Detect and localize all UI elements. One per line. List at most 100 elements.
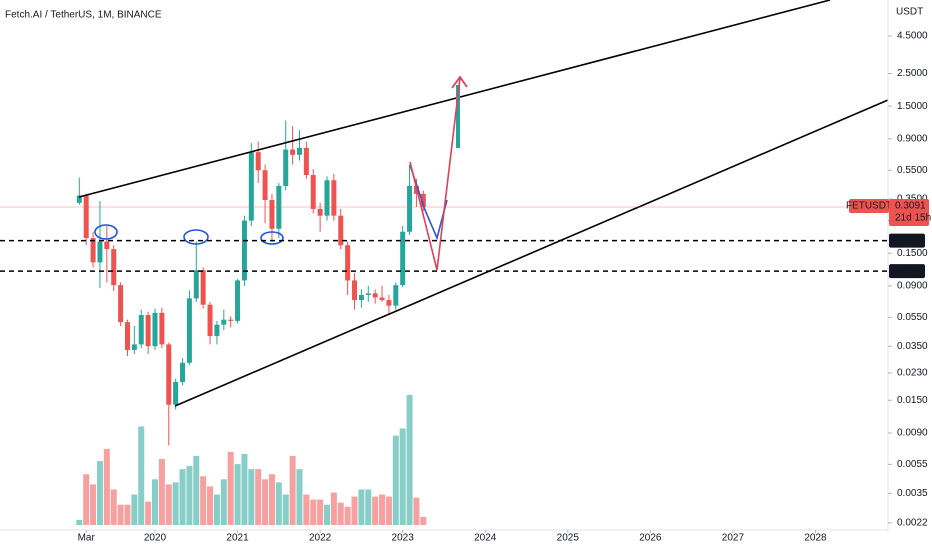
circle-marker xyxy=(260,231,284,245)
candle-body xyxy=(379,297,385,301)
x-tick-label: 2025 xyxy=(557,533,580,544)
volume-bar xyxy=(76,519,83,525)
candle-body xyxy=(83,195,89,239)
candle-body xyxy=(76,195,82,203)
volume-bar xyxy=(83,474,90,525)
volume-bar xyxy=(145,501,152,525)
candle-body xyxy=(111,249,117,286)
volume-bar xyxy=(262,479,269,525)
volume-bar xyxy=(152,479,158,525)
volume-bar xyxy=(207,486,214,525)
candle-body xyxy=(283,149,289,186)
x-tick-label: 2028 xyxy=(804,533,827,544)
candle-body xyxy=(290,149,296,155)
volume-bar xyxy=(248,469,255,525)
projection-path xyxy=(409,164,448,241)
candle-body xyxy=(400,231,406,286)
x-tick-label: 2021 xyxy=(226,533,249,544)
volume-bar xyxy=(365,489,372,525)
volume-bar xyxy=(275,482,282,525)
volume-bar xyxy=(392,435,399,525)
candle-body xyxy=(138,315,144,345)
volume-layer xyxy=(76,395,427,525)
y-tick-label: 4.5000 xyxy=(897,31,928,42)
volume-bar xyxy=(399,428,406,525)
candle-body xyxy=(420,193,426,208)
x-tick-label: 2023 xyxy=(392,533,415,544)
countdown-label: 21d 15h xyxy=(895,213,931,224)
volume-bar xyxy=(131,494,138,525)
axis-layer: 4.50002.50001.50000.90000.55000.35000.25… xyxy=(0,31,931,544)
candle-body xyxy=(118,285,124,323)
drawings xyxy=(78,0,889,407)
candle-body xyxy=(166,344,172,405)
candle-body xyxy=(365,293,371,295)
candle-body xyxy=(269,200,275,229)
x-tick-label: 2027 xyxy=(722,533,745,544)
candle-body xyxy=(235,280,241,321)
candle-body xyxy=(186,298,192,363)
volume-bar xyxy=(165,484,172,525)
volume-bar xyxy=(296,469,303,525)
y-tick-label: 0.0055 xyxy=(897,459,928,470)
circle-marker xyxy=(183,229,209,245)
projection-path xyxy=(409,77,461,271)
candle-body xyxy=(159,312,165,345)
candle-body xyxy=(303,147,309,176)
volume-bar xyxy=(337,502,344,525)
volume-bar xyxy=(124,504,131,525)
volume-bar xyxy=(379,494,386,525)
y-tick-label: 0.5500 xyxy=(897,165,928,176)
volume-bar xyxy=(282,494,289,525)
candle-body xyxy=(310,175,316,209)
volume-bar xyxy=(213,494,220,525)
volume-bar xyxy=(241,453,248,525)
volume-bar xyxy=(172,482,179,525)
volume-bar xyxy=(234,464,241,525)
y-tick-label: 0.0150 xyxy=(897,395,928,406)
volume-bar xyxy=(255,469,262,525)
candle-body xyxy=(221,319,227,325)
axis-unit: USDT xyxy=(896,7,923,18)
candle-body xyxy=(193,270,199,299)
volume-bar xyxy=(193,455,200,525)
volume-bar xyxy=(344,506,351,525)
x-tick-label: 2020 xyxy=(144,533,167,544)
x-tick-label: 2024 xyxy=(474,533,497,544)
arrow-head xyxy=(451,75,468,89)
volume-bar xyxy=(358,489,365,525)
candle-body xyxy=(207,304,213,337)
lower-trend-line xyxy=(174,99,889,407)
candle-body xyxy=(248,152,254,221)
volume-bar xyxy=(110,489,117,525)
volume-bar xyxy=(96,461,103,525)
candle-body xyxy=(331,180,337,216)
volume-bar xyxy=(138,426,145,525)
y-tick-label: 0.0022 xyxy=(897,518,928,529)
volume-bar xyxy=(117,504,124,525)
volume-bar xyxy=(310,499,317,525)
x-tick-label: 2026 xyxy=(639,533,662,544)
level-label: 0.1828 xyxy=(895,235,926,246)
volume-bar xyxy=(303,494,310,525)
volume-bar xyxy=(317,499,324,525)
candle-body xyxy=(296,147,302,155)
volume-bar xyxy=(268,474,275,525)
candle-body xyxy=(276,185,282,229)
y-tick-label: 0.0350 xyxy=(897,341,928,352)
volume-bar xyxy=(186,466,193,525)
volume-bar xyxy=(179,469,186,525)
volume-bar xyxy=(385,496,392,525)
candle-body xyxy=(241,220,247,281)
volume-bar xyxy=(220,479,227,525)
y-tick-label: 0.0900 xyxy=(897,280,928,291)
volume-bar xyxy=(372,496,379,525)
volume-bar xyxy=(330,492,337,525)
candle-body xyxy=(214,324,220,337)
candle-body xyxy=(317,208,323,216)
y-tick-label: 0.0090 xyxy=(897,428,928,439)
volume-bar xyxy=(406,395,413,525)
candle-body xyxy=(262,170,268,201)
candle-body xyxy=(200,270,206,305)
